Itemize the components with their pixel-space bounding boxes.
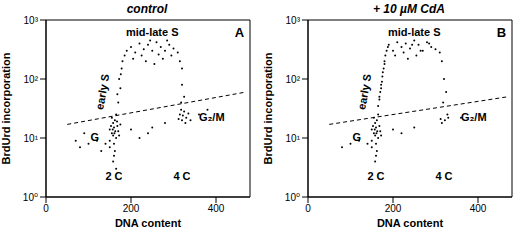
svg-text:10³: 10³ — [24, 15, 39, 26]
svg-text:G₂/M: G₂/M — [461, 111, 487, 123]
svg-text:G: G — [91, 131, 100, 143]
svg-text:DNA content: DNA content — [377, 217, 444, 227]
html-text:control: control — [126, 2, 168, 16]
svg-text:G₂/M: G₂/M — [199, 111, 225, 123]
svg-text:BrdUrd incorporation: BrdUrd incorporation — [8, 52, 12, 164]
svg-text:10³: 10³ — [286, 15, 301, 26]
svg-text:10⁰: 10⁰ — [23, 192, 38, 203]
svg-text:200: 200 — [123, 203, 140, 214]
svg-text:400: 400 — [208, 203, 225, 214]
svg-text:0: 0 — [305, 203, 311, 214]
svg-text:10²: 10² — [24, 74, 39, 85]
svg-text:mid-late S: mid-late S — [388, 26, 441, 38]
svg-text:A: A — [235, 25, 245, 40]
svg-text:BrdUrd incorporation: BrdUrd incorporation — [262, 52, 274, 164]
svg-text:10¹: 10¹ — [24, 133, 39, 144]
svg-text:G: G — [353, 131, 362, 143]
svg-text:DNA content: DNA content — [115, 217, 182, 227]
svg-text:4 C: 4 C — [173, 170, 190, 182]
svg-text:early S: early S — [355, 73, 373, 111]
html-text:+ 10 µM CdA: + 10 µM CdA — [373, 2, 445, 16]
svg-text:4 C: 4 C — [435, 170, 452, 182]
svg-text:10¹: 10¹ — [286, 133, 301, 144]
svg-text:2 C: 2 C — [367, 170, 384, 182]
svg-text:mid-late S: mid-late S — [126, 26, 179, 38]
svg-text:B: B — [497, 25, 506, 40]
svg-text:10⁰: 10⁰ — [285, 192, 300, 203]
svg-text:early S: early S — [93, 73, 111, 111]
svg-text:10²: 10² — [286, 74, 301, 85]
svg-text:0: 0 — [43, 203, 49, 214]
svg-text:2 C: 2 C — [105, 170, 122, 182]
svg-text:400: 400 — [470, 203, 487, 214]
svg-text:200: 200 — [385, 203, 402, 214]
